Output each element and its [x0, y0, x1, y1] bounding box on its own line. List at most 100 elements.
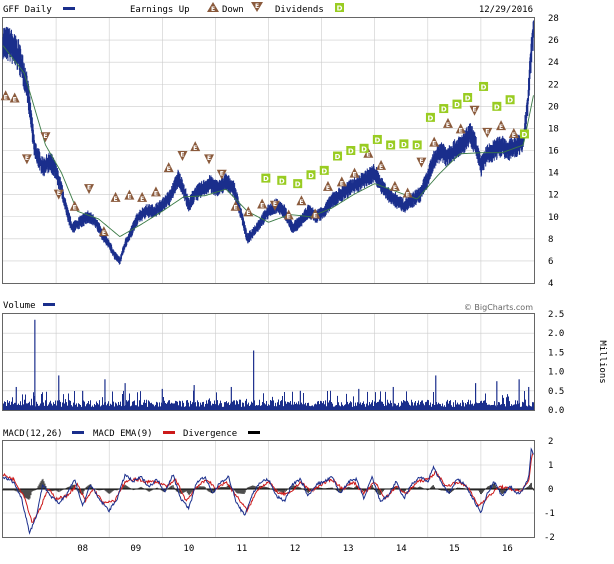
dividend-marker-letter: D	[454, 101, 460, 109]
dividend-marker: D	[399, 139, 409, 149]
dividend-marker: D	[372, 134, 382, 144]
dividend-shape	[261, 173, 271, 183]
dividend-shape	[277, 175, 287, 185]
dividend-shape	[359, 143, 369, 153]
earnings-up-shape	[310, 208, 321, 219]
earnings-down-marker: E	[53, 189, 64, 200]
earnings-marker-letter: E	[273, 201, 277, 208]
earnings-up-shape	[429, 136, 440, 147]
grid-layer	[3, 18, 534, 537]
dividend-marker: D	[319, 165, 329, 175]
earnings-up-marker: E	[69, 200, 80, 212]
price-tick-label: 6	[548, 257, 553, 267]
svg-text:E: E	[211, 6, 215, 13]
dividend-shape	[519, 129, 529, 139]
earnings-marker-letter: E	[366, 152, 370, 159]
earnings-up-marker: E	[110, 191, 121, 203]
earnings-marker-letter: E	[352, 172, 356, 179]
earnings-up-marker: E	[296, 195, 307, 206]
earnings-up-shape	[508, 127, 519, 138]
earnings-marker-letter: E	[246, 210, 250, 217]
dividend-marker-letter: D	[522, 131, 528, 139]
volume-legend-swatch	[43, 303, 55, 306]
price-tick-label: 8	[548, 235, 553, 245]
earnings-up-shape	[150, 186, 161, 197]
dividend-shape	[386, 140, 396, 150]
earnings-up-label: Earnings Up	[130, 5, 190, 15]
earnings-up-marker: E	[163, 162, 174, 173]
x-tick-label: 13	[343, 544, 354, 554]
earnings-up-marker: E	[442, 117, 453, 129]
earnings-marker-letter: E	[432, 141, 436, 148]
earnings-down-shape	[53, 189, 64, 200]
svg-text:D: D	[337, 5, 343, 13]
earnings-marker-letter: E	[393, 185, 397, 192]
earnings-up-marker: E	[137, 191, 148, 203]
earnings-down-shape	[469, 105, 480, 116]
earnings-up-shape	[257, 198, 268, 209]
macd-panel-frame	[2, 440, 535, 538]
volume-tick-label: 0.0	[548, 406, 564, 416]
volume-tick-label: 0.5	[548, 387, 564, 397]
earnings-up-shape	[283, 209, 294, 220]
volume-tick-label: 1.5	[548, 348, 564, 358]
earnings-down-shape	[40, 132, 51, 143]
earnings-marker-letter: E	[102, 230, 106, 237]
earnings-down-marker: E	[469, 105, 480, 116]
earnings-up-shape	[442, 117, 453, 128]
macd-tick-label: -2	[544, 533, 555, 543]
dividend-shape	[293, 179, 303, 189]
earnings-down-shape	[204, 154, 215, 165]
earnings-marker-letter: E	[446, 122, 450, 129]
earnings-up-marker: E	[455, 123, 466, 134]
earnings-up-shape	[336, 176, 347, 187]
x-tick-label: 15	[449, 544, 460, 554]
earnings-up-shape	[190, 141, 201, 152]
earnings-marker-letter: E	[499, 124, 503, 131]
dividend-shape	[425, 112, 435, 122]
x-tick-label: 09	[130, 544, 141, 554]
price-tick-label: 28	[548, 14, 559, 24]
dividend-marker: D	[293, 179, 303, 189]
dividend-marker: D	[439, 104, 449, 114]
earnings-up-shape	[98, 226, 109, 237]
price-tick-label: 20	[548, 102, 559, 112]
earnings-marker-letter: E	[180, 152, 184, 159]
dividend-marker-letter: D	[308, 172, 314, 180]
earnings-down-marker: E	[204, 154, 215, 165]
earnings-marker-letter: E	[140, 196, 144, 203]
dividend-marker-letter: D	[414, 142, 420, 150]
dividend-marker: D	[412, 140, 422, 150]
earnings-up-shape	[389, 180, 400, 191]
dividend-marker-letter: D	[361, 145, 367, 153]
dividend-marker: D	[386, 140, 396, 150]
dividend-marker: D	[479, 81, 489, 91]
earnings-up-shape	[69, 200, 80, 211]
x-tick-label: 12	[290, 544, 301, 554]
dividend-shape	[319, 165, 329, 175]
dividend-shape	[505, 95, 515, 105]
earnings-down-label: Down	[222, 5, 244, 15]
dividend-marker: D	[492, 101, 502, 111]
earnings-up-shape	[163, 162, 174, 173]
earnings-up-shape	[9, 92, 20, 103]
volume-label: Volume	[3, 301, 36, 311]
earnings-marker-letter: E	[220, 170, 224, 177]
price-tick-label: 14	[548, 169, 559, 179]
earnings-marker-letter: E	[459, 127, 463, 134]
dividend-marker-letter: D	[388, 142, 394, 150]
earnings-down-shape	[416, 157, 427, 168]
dividend-marker-letter: D	[335, 153, 341, 161]
dividend-marker: D	[463, 93, 473, 103]
earnings-up-icon: E	[207, 2, 219, 13]
dividend-marker-letter: D	[428, 114, 434, 122]
earnings-marker-letter: E	[207, 155, 211, 162]
macd-layer	[2, 447, 534, 535]
earnings-up-marker: E	[257, 198, 268, 210]
earnings-up-shape	[296, 195, 307, 206]
macd-ema-legend-label: MACD EMA(9)	[93, 429, 153, 439]
earnings-up-marker: E	[496, 120, 507, 131]
dividend-marker: D	[452, 99, 462, 109]
earnings-marker-letter: E	[13, 97, 17, 104]
